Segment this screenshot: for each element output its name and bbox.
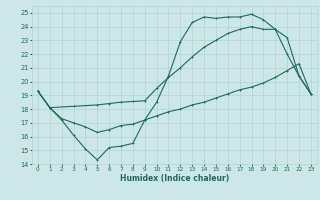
X-axis label: Humidex (Indice chaleur): Humidex (Indice chaleur) <box>120 174 229 183</box>
